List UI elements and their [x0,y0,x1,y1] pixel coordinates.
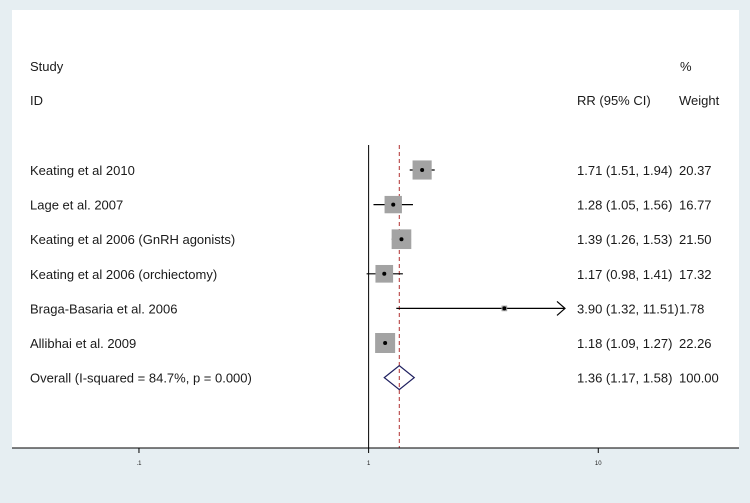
overall-ci-text: 1.36 (1.17, 1.58) [577,371,672,386]
study-row: Lage et al. 2007 1.28 (1.05, 1.56) 16.77 [30,195,712,214]
weight-text: 1.78 [679,301,704,316]
study-row: Keating et al 2006 (GnRH agonists) 1.39 (… [30,229,712,250]
ci-text: 1.17 (0.98, 1.41) [577,267,672,282]
ci-text: 3.90 (1.32, 11.51) [577,301,679,316]
point-estimate [502,306,507,311]
study-label: Lage et al. 2007 [30,198,123,213]
overall-diamond [383,364,416,391]
x-tick-label: 1 [367,461,371,467]
overall-weight-text: 100.00 [679,371,719,386]
weight-text: 17.32 [679,267,712,282]
point-estimate [391,202,396,207]
weight-text: 16.77 [679,198,712,213]
ci-text: 1.18 (1.09, 1.27) [577,336,672,351]
overall-row: Overall (I-squared = 84.7%, p = 0.000) 1.… [30,364,719,391]
plot-panel [12,10,739,448]
study-row: Keating et al 2006 (orchiectomy) 1.17 (0.… [30,264,712,283]
study-row: Braga-Basaria et al. 2006 3.90 (1.32, 11.… [30,300,704,316]
point-estimate [382,271,387,276]
header-weight: Weight [679,93,720,108]
weight-text: 22.26 [679,336,712,351]
point-estimate [420,168,425,172]
ci-text: 1.39 (1.26, 1.53) [577,232,672,247]
header-percent: % [680,59,692,74]
ci-text: 1.28 (1.05, 1.56) [577,198,672,213]
x-tick-label: 10 [595,461,602,467]
header-study: Study [30,59,64,74]
x-tick-label: .1 [136,461,142,467]
study-label: Keating et al 2006 (GnRH agonists) [30,232,235,247]
ci-arrow [556,300,566,316]
study-label: Keating et al 2006 (orchiectomy) [30,267,217,282]
point-estimate [383,341,388,345]
study-label: Allibhai et al. 2009 [30,336,136,351]
study-row: Keating et al 2010 1.71 (1.51, 1.94) 20.37 [30,160,712,180]
study-label: Braga-Basaria et al. 2006 [30,301,177,316]
study-label: Keating et al 2010 [30,163,135,178]
point-estimate [399,237,404,242]
header-id: ID [30,93,43,108]
weight-text: 20.37 [679,163,712,178]
header-effect: RR (95% CI) [577,93,651,108]
ci-text: 1.71 (1.51, 1.94) [577,163,672,178]
overall-label: Overall (I-squared = 84.7%, p = 0.000) [30,371,252,386]
study-row: Allibhai et al. 2009 1.18 (1.09, 1.27) 22.… [30,333,712,353]
weight-text: 21.50 [679,232,712,247]
